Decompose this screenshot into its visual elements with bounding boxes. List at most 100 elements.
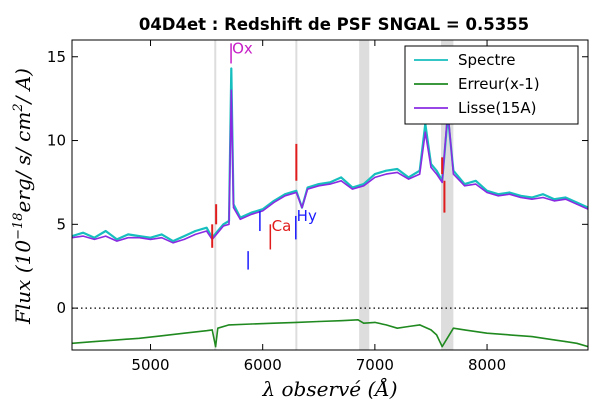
data-point-lisse-15a (301, 207, 303, 209)
x-tick-label: 7000 (356, 356, 394, 374)
data-point-spectre (531, 196, 533, 199)
data-point-lisse-15a (239, 218, 241, 220)
data-point-erreur-x-1 (486, 332, 488, 334)
data-point-spectre (318, 183, 320, 185)
data-point-lisse-15a (441, 181, 443, 183)
data-point-lisse-15a (542, 196, 544, 199)
data-point-lisse-15a (576, 203, 578, 205)
chart-title: 04D4et : Redshift de PSF SNGAL = 0.5355 (139, 15, 529, 34)
data-point-erreur-x-1 (161, 335, 163, 337)
data-point-lisse-15a (329, 183, 331, 185)
data-point-lisse-15a (183, 238, 185, 240)
data-point-lisse-15a (452, 173, 454, 175)
data-point-lisse-15a (230, 89, 232, 91)
data-point-erreur-x-1 (138, 337, 140, 339)
data-point-spectre (542, 193, 544, 195)
data-point-spectre (553, 198, 555, 200)
y-axis-label-squared: 2 (11, 103, 26, 112)
data-point-lisse-15a (340, 180, 342, 182)
data-point-spectre (138, 235, 140, 237)
data-point-lisse-15a (351, 188, 353, 190)
data-point-spectre (222, 223, 224, 225)
data-point-erreur-x-1 (385, 324, 387, 326)
data-point-lisse-15a (250, 213, 253, 215)
data-point-spectre (262, 208, 264, 210)
data-point-spectre (508, 191, 511, 194)
data-point-lisse-15a (508, 193, 511, 195)
y-tick-label: 0 (56, 299, 66, 317)
data-point-spectre (284, 193, 286, 195)
data-point-lisse-15a (363, 185, 365, 187)
data-point-spectre (340, 176, 342, 178)
y-axis-label-exponent: −18 (11, 212, 26, 239)
data-point-lisse-15a (419, 173, 421, 175)
data-point-erreur-x-1 (211, 329, 213, 331)
data-point-erreur-x-1 (508, 334, 511, 336)
data-point-erreur-x-1 (553, 339, 555, 341)
data-point-lisse-15a (105, 235, 107, 237)
legend-label-erreur: Erreur(x-1) (458, 75, 540, 93)
data-point-erreur-x-1 (464, 329, 466, 331)
data-point-lisse-15a (407, 178, 410, 180)
data-point-spectre (183, 235, 185, 237)
data-point-spectre (329, 181, 331, 183)
data-point-lisse-15a (565, 198, 567, 200)
x-axis-label: λ observé (Å) (261, 376, 397, 400)
data-point-lisse-15a (138, 237, 140, 239)
data-point-erreur-x-1 (116, 339, 118, 341)
data-point-erreur-x-1 (250, 323, 253, 325)
data-point-lisse-15a (396, 171, 398, 173)
data-point-lisse-15a (82, 235, 84, 237)
data-point-spectre (497, 193, 499, 195)
data-point-spectre (576, 201, 578, 204)
data-point-lisse-15a (217, 232, 219, 234)
data-point-lisse-15a (228, 223, 230, 225)
data-point-lisse-15a (475, 183, 477, 185)
data-point-lisse-15a (464, 185, 466, 187)
y-axis-label-flux: Flux (10 (11, 240, 35, 325)
legend-label-lisse: Lisse(15A) (458, 99, 536, 117)
legend-box (404, 45, 579, 125)
data-point-erreur-x-1 (183, 332, 185, 334)
data-point-erreur-x-1 (318, 320, 320, 323)
y-tick-label: 15 (47, 48, 66, 66)
x-tick-label: 8000 (468, 356, 506, 374)
y-tick-label: 10 (47, 132, 66, 150)
axes-frame (71, 39, 589, 351)
data-point-lisse-15a (497, 195, 499, 197)
data-point-spectre (520, 195, 522, 197)
y-axis-label-units: erg/ s/ cm (11, 112, 35, 213)
data-point-lisse-15a (424, 131, 426, 133)
data-point-lisse-15a (531, 198, 533, 200)
data-point-erreur-x-1 (340, 320, 342, 322)
data-point-lisse-15a (116, 240, 118, 242)
data-point-lisse-15a (486, 191, 488, 194)
y-tick-label: 5 (56, 215, 66, 233)
data-point-erreur-x-1 (452, 327, 454, 329)
annotation-label-ox: Ox (232, 39, 253, 57)
data-point-lisse-15a (172, 242, 174, 244)
annotation-label-ca: Ca (272, 217, 292, 235)
data-point-erreur-x-1 (93, 341, 95, 343)
data-point-erreur-x-1 (295, 321, 297, 323)
data-point-spectre (82, 232, 84, 234)
data-point-lisse-15a (436, 173, 438, 175)
annotation-label-hy: Hy (297, 207, 317, 225)
data-point-lisse-15a (194, 233, 196, 235)
legend-label-spectre: Spectre (458, 51, 515, 69)
data-point-erreur-x-1 (273, 322, 275, 324)
y-axis-label-tail: / A) (11, 68, 35, 105)
data-point-lisse-15a (318, 185, 320, 187)
data-point-lisse-15a (262, 210, 264, 212)
data-point-erreur-x-1 (565, 341, 567, 343)
data-point-lisse-15a (93, 238, 95, 240)
y-axis-label: Flux (10−18erg/ s/ cm2/ A) (11, 68, 35, 325)
data-point-erreur-x-1 (357, 319, 359, 321)
data-point-erreur-x-1 (436, 334, 438, 336)
data-point-lisse-15a (273, 201, 275, 204)
data-point-spectre (363, 183, 365, 185)
data-point-spectre (149, 237, 152, 239)
data-point-erreur-x-1 (215, 346, 217, 348)
data-point-lisse-15a (149, 238, 152, 240)
